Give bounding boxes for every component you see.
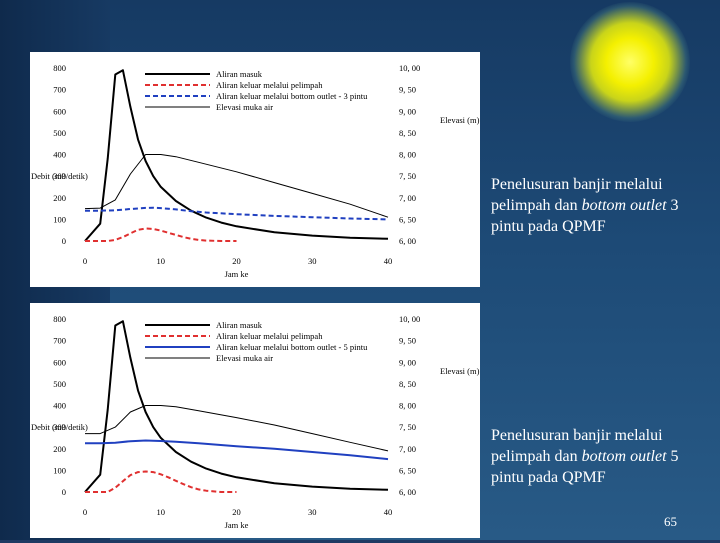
- y-tick-label: 700: [53, 85, 66, 95]
- legend-label: Aliran keluar melalui bottom outlet - 3 …: [216, 91, 368, 101]
- series-line-4: [85, 405, 389, 452]
- y-tick-label: 200: [53, 193, 66, 203]
- series-line-3: [85, 206, 389, 221]
- y2-tick-label: 9, 50: [399, 85, 416, 95]
- legend-label: Aliran keluar melalui pelimpah: [216, 331, 323, 341]
- caption-text-end: 5 pintu pada QPMF: [491, 448, 679, 486]
- legend-label: Aliran keluar melalui pelimpah: [216, 80, 323, 90]
- legend-label: Elevasi muka air: [216, 353, 273, 363]
- y-tick-label: 200: [53, 444, 66, 454]
- y-tick-label: 500: [53, 379, 66, 389]
- y2-tick-label: 7, 00: [399, 193, 416, 203]
- y-tick-label: 800: [53, 63, 66, 73]
- y2-tick-label: 8, 00: [399, 150, 416, 160]
- y-tick-label: 0: [62, 487, 66, 497]
- chart-panel-3-gates: 0 100 200 300 400 500 600 700 800 6, 00 6, 50 7, 00…: [30, 52, 480, 287]
- legend-label: Aliran keluar melalui bottom outlet - 5 …: [216, 342, 368, 352]
- y2-tick-label: 8, 00: [399, 401, 416, 411]
- chart-panel-5-gates: 0 100 200 300 400 500 600 700 800 6, 00 6, 50 7, 00…: [30, 303, 480, 538]
- y-tick-label: 600: [53, 106, 66, 116]
- y2-tick-label: 9, 00: [399, 357, 416, 367]
- y-tick-label: 400: [53, 150, 66, 160]
- y2-tick-label: 7, 00: [399, 444, 416, 454]
- y2-tick-label: 6, 50: [399, 214, 416, 224]
- y-tick-label: 800: [53, 314, 66, 324]
- x-tick-label: 0: [83, 507, 87, 517]
- y2-tick-label: 7, 50: [399, 171, 416, 181]
- y-axis-label: Debit (m3/detik): [31, 422, 88, 432]
- y-tick-label: 300: [53, 422, 66, 432]
- x-tick-label: 20: [232, 256, 241, 266]
- series-line-3: [85, 439, 389, 461]
- page-number: 65: [664, 514, 677, 529]
- legend-label: Aliran masuk: [216, 69, 263, 79]
- series-line-2: [85, 470, 237, 493]
- legend-label: Aliran masuk: [216, 320, 263, 330]
- series-line-4: [84, 154, 389, 218]
- y2-tick-label: 7, 50: [399, 422, 416, 432]
- x-tick-label: 10: [157, 507, 166, 517]
- y-tick-label: 500: [53, 128, 66, 138]
- y2-tick-label: 8, 50: [399, 379, 416, 389]
- y-tick-label: 600: [53, 357, 66, 367]
- y-tick-label: 0: [62, 236, 66, 246]
- caption-text-italic: bottom outlet: [581, 448, 667, 465]
- caption-text-end: 3 pintu pada QPMF: [491, 197, 679, 235]
- y2-tick-label: 10, 00: [399, 314, 420, 324]
- y2-tick-label: 6, 00: [399, 487, 416, 497]
- legend-label: Elevasi muka air: [216, 102, 273, 112]
- x-tick-label: 10: [157, 256, 166, 266]
- y2-tick-label: 6, 00: [399, 236, 416, 246]
- series-line-2: [85, 227, 237, 242]
- y2-axis-label: Elevasi (m): [440, 115, 480, 125]
- x-axis-label: Jam ke: [225, 269, 249, 279]
- y2-tick-label: 9, 00: [399, 106, 416, 116]
- series-line-1: [84, 320, 389, 493]
- y2-axis-label: Elevasi (m): [440, 366, 480, 376]
- x-tick-label: 40: [384, 256, 393, 266]
- y2-tick-label: 8, 50: [399, 128, 416, 138]
- y2-tick-label: 9, 50: [399, 336, 416, 346]
- x-tick-label: 20: [232, 507, 241, 517]
- caption-text-italic: bottom outlet: [581, 197, 667, 214]
- caption-text-start: Penelusuran banjir melalui pelimpah dan: [491, 176, 663, 214]
- y-tick-label: 400: [53, 401, 66, 411]
- x-tick-label: 30: [308, 256, 317, 266]
- x-tick-label: 40: [384, 507, 393, 517]
- y-axis-label: Debit (m3/detik): [31, 171, 88, 181]
- series-line-1: [84, 69, 389, 242]
- x-tick-label: 30: [308, 507, 317, 517]
- y-tick-label: 100: [53, 465, 66, 475]
- sun-decoration: [570, 2, 690, 122]
- y-tick-label: 700: [53, 336, 66, 346]
- y2-tick-label: 6, 50: [399, 465, 416, 475]
- y2-tick-label: 10, 00: [399, 63, 420, 73]
- caption-5-gates: Penelusuran banjir melalui pelimpah dan …: [491, 425, 713, 488]
- caption-3-gates: Penelusuran banjir melalui pelimpah dan …: [491, 174, 713, 237]
- x-axis-label: Jam ke: [225, 520, 249, 530]
- caption-text-start: Penelusuran banjir melalui pelimpah dan: [491, 427, 663, 465]
- y-tick-label: 100: [53, 214, 66, 224]
- y-tick-label: 300: [53, 171, 66, 181]
- x-tick-label: 0: [83, 256, 87, 266]
